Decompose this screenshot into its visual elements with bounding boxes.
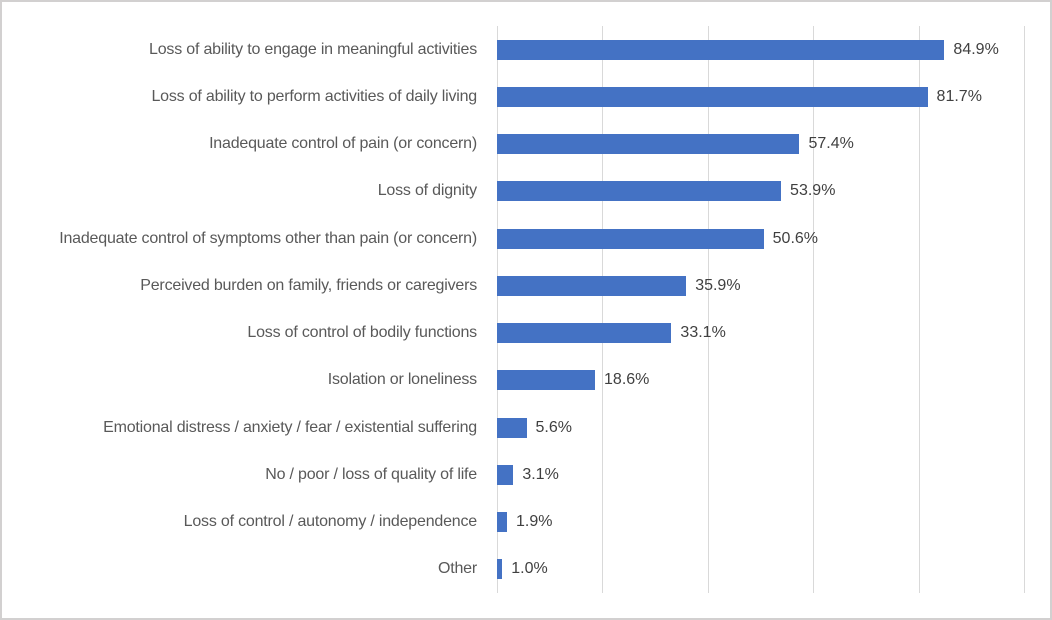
bar: [497, 417, 527, 438]
value-label: 50.6%: [772, 229, 819, 247]
bar-row: Loss of dignity 53.9%: [0, 168, 1052, 215]
gridline-40pct: [707, 26, 709, 593]
category-label: Isolation or loneliness: [327, 371, 477, 389]
category-label: Emotional distress / anxiety / fear / ex…: [103, 418, 477, 436]
bar: [497, 512, 507, 533]
bar-row: Loss of ability to engage in meaningful …: [0, 26, 1052, 73]
category-label: No / poor / loss of quality of life: [265, 465, 477, 483]
gridline-20pct: [602, 26, 604, 593]
bar: [497, 228, 764, 249]
bar-row: Loss of control of bodily functions 33.1%: [0, 310, 1052, 357]
category-label: Loss of dignity: [377, 182, 477, 200]
value-label: 35.9%: [695, 276, 741, 294]
y-axis-line: [497, 26, 498, 593]
bar-row: No / poor / loss of quality of life 3.1%: [0, 451, 1052, 498]
bar: [497, 323, 672, 344]
value-label: 1.0%: [511, 560, 548, 578]
bar-row: Perceived burden on family, friends or c…: [0, 262, 1052, 309]
category-label: Other: [437, 560, 477, 578]
bar-row: Loss of ability to perform activities of…: [0, 73, 1052, 120]
value-label: 53.9%: [790, 182, 836, 200]
bar: [497, 181, 782, 202]
category-label: Inadequate control of pain (or concern): [209, 135, 477, 153]
bar: [497, 86, 928, 107]
value-label: 81.7%: [936, 87, 982, 105]
bar: [497, 559, 503, 580]
value-label: 3.1%: [522, 465, 559, 483]
bar-row: Other 1.0%: [0, 546, 1052, 593]
value-label: 84.9%: [953, 40, 999, 58]
bar: [497, 134, 800, 155]
gridline-60pct: [813, 26, 815, 593]
bar-row: Inadequate control of pain (or concern) 5…: [0, 121, 1052, 168]
category-label: Perceived burden on family, friends or c…: [140, 276, 477, 294]
value-label: 57.4%: [808, 135, 854, 153]
bar: [497, 39, 945, 60]
gridline-100pct: [1024, 26, 1025, 593]
category-label: Loss of ability to perform activities of…: [151, 87, 477, 105]
value-label: 1.9%: [516, 513, 553, 531]
value-label: 18.6%: [604, 371, 650, 389]
bar-row: Inadequate control of symptoms other tha…: [0, 215, 1052, 262]
bar: [497, 275, 687, 296]
bar-row: Emotional distress / anxiety / fear / ex…: [0, 404, 1052, 451]
bar-row: Loss of control / autonomy / independenc…: [0, 499, 1052, 546]
category-label: Inadequate control of symptoms other tha…: [59, 229, 477, 247]
gridline-80pct: [918, 26, 920, 593]
category-label: Loss of ability to engage in meaningful …: [149, 40, 477, 58]
category-label: Loss of control of bodily functions: [247, 324, 477, 342]
bar: [497, 370, 596, 391]
bar: [497, 464, 514, 485]
category-label: Loss of control / autonomy / independenc…: [183, 513, 478, 531]
value-label: 5.6%: [535, 418, 572, 436]
bar-row: Isolation or loneliness 18.6%: [0, 357, 1052, 404]
value-label: 33.1%: [680, 324, 726, 342]
